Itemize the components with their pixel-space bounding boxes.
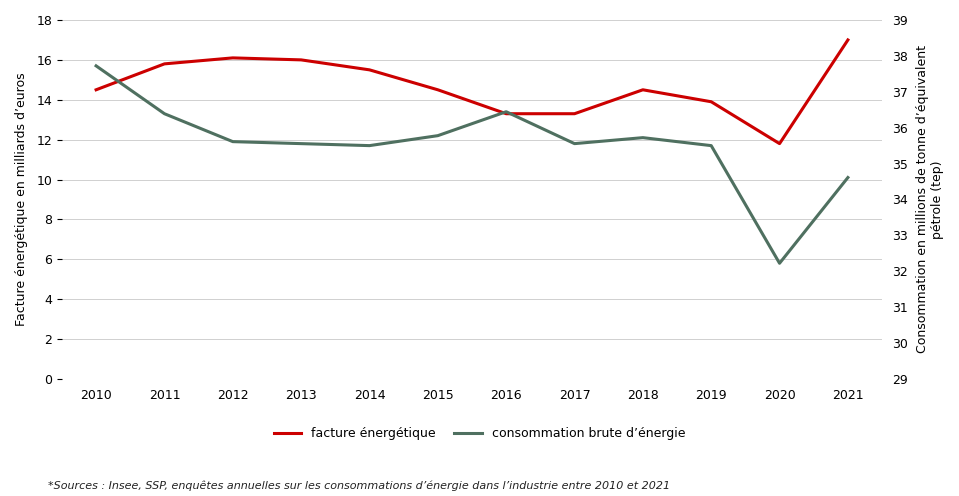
- Y-axis label: Consommation en millions de tonne d’équivalent
pétrole (tep): Consommation en millions de tonne d’équi…: [916, 46, 944, 354]
- Legend: facture énergétique, consommation brute d’énergie: facture énergétique, consommation brute …: [269, 422, 690, 445]
- Y-axis label: Facture énergétique en milliards d’euros: Facture énergétique en milliards d’euros: [15, 72, 28, 326]
- Text: *Sources : Insee, SSP, enquêtes annuelles sur les consommations d’énergie dans l: *Sources : Insee, SSP, enquêtes annuelle…: [48, 481, 670, 491]
